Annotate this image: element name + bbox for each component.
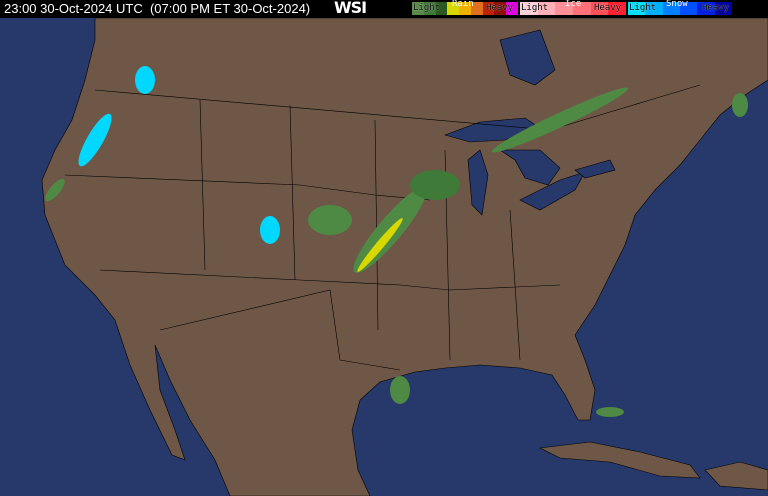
legend-ice bbox=[520, 2, 627, 15]
rain-legend-swatch bbox=[482, 2, 495, 15]
ice-legend-swatch bbox=[608, 2, 627, 15]
rain-legend-swatch bbox=[494, 2, 507, 15]
lake-huron bbox=[499, 149, 561, 186]
state-borders bbox=[64, 84, 701, 371]
header-bar: 23:00 30-Oct-2024 UTC (07:00 PM ET 30-Oc… bbox=[0, 0, 768, 18]
rain-light-label: Light bbox=[413, 3, 441, 13]
great-lakes bbox=[444, 29, 616, 216]
rain-legend-swatch bbox=[412, 2, 424, 15]
lake-ontario bbox=[574, 159, 616, 179]
hispaniola bbox=[704, 461, 768, 491]
snow-legend-swatch bbox=[662, 2, 680, 15]
legend-snow bbox=[628, 2, 732, 15]
rain-heavy-label: Heavy bbox=[486, 3, 514, 13]
ice-title: Ice bbox=[565, 0, 582, 9]
rain-title: Rain bbox=[452, 0, 474, 9]
rain-legend-swatch bbox=[423, 2, 436, 15]
snow-heavy-label: Heavy bbox=[702, 3, 730, 13]
hudson-bay-inlet bbox=[499, 29, 556, 86]
snow-legend-swatch bbox=[714, 2, 732, 15]
rain-legend-swatch bbox=[447, 2, 460, 15]
precipitation-echoes bbox=[45, 66, 748, 417]
ice-light-label: Light bbox=[521, 3, 549, 13]
rain-legend-swatch bbox=[459, 2, 471, 15]
north-america-land bbox=[41, 18, 768, 496]
lake-michigan bbox=[467, 149, 489, 216]
lake-erie bbox=[519, 171, 586, 211]
ice-heavy-label: Heavy bbox=[594, 3, 622, 13]
wsi-logo: WSI bbox=[334, 0, 367, 17]
snow-legend-swatch bbox=[679, 2, 698, 15]
legend-rain bbox=[412, 2, 519, 15]
ice-legend-swatch bbox=[555, 2, 574, 15]
snow-light-label: Light bbox=[629, 3, 657, 13]
ice-legend-swatch bbox=[520, 2, 538, 15]
rain-legend-swatch bbox=[506, 2, 519, 15]
ice-legend-swatch bbox=[590, 2, 609, 15]
snow-legend-swatch bbox=[628, 2, 646, 15]
radar-map bbox=[0, 18, 768, 496]
ice-legend-swatch bbox=[573, 2, 591, 15]
rain-legend-swatch bbox=[435, 2, 448, 15]
timestamp: 23:00 30-Oct-2024 UTC (07:00 PM ET 30-Oc… bbox=[4, 1, 311, 16]
snow-legend-swatch bbox=[697, 2, 715, 15]
rain-legend-swatch bbox=[470, 2, 483, 15]
cuba bbox=[538, 441, 701, 479]
snow-title: Snow bbox=[666, 0, 688, 9]
ice-legend-swatch bbox=[537, 2, 556, 15]
snow-legend-swatch bbox=[645, 2, 663, 15]
